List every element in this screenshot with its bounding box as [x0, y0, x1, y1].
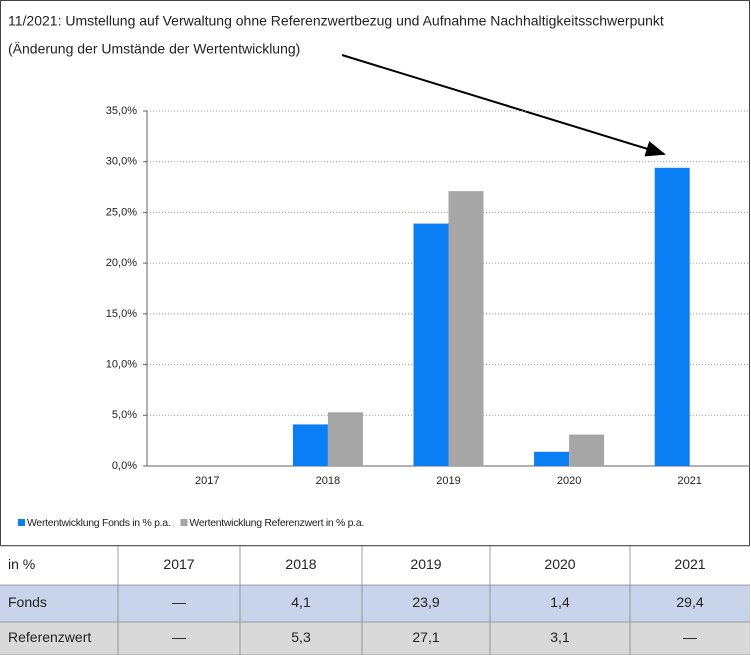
table-cell: 5,3 — [291, 629, 311, 645]
y-tick-label: 30,0% — [106, 156, 137, 168]
y-tick-label: 5,0% — [112, 409, 137, 421]
annotation: 11/2021: Umstellung auf Verwaltung ohne … — [8, 13, 664, 29]
table-cell: 23,9 — [412, 594, 439, 610]
y-tick-label: 20,0% — [106, 257, 137, 269]
table-cell: Fonds — [8, 594, 47, 610]
table-cell: — — [172, 594, 186, 610]
bar — [413, 223, 449, 466]
table-cell: — — [172, 629, 186, 645]
x-tick-label: 2020 — [557, 475, 581, 487]
legend-swatch — [18, 519, 25, 526]
table-cell: 2018 — [285, 556, 316, 572]
legend-label: Wertentwicklung Referenzwert in % p.a. — [189, 517, 364, 529]
chart-frame — [0, 0, 750, 546]
table-row — [0, 546, 750, 585]
table-cell: in % — [8, 556, 35, 572]
table-cell: 2019 — [410, 556, 441, 572]
x-tick-label: 2018 — [316, 475, 340, 487]
x-tick-label: 2021 — [677, 475, 701, 487]
table-cell: 27,1 — [412, 629, 439, 645]
table-cell: 29,4 — [676, 594, 703, 610]
y-tick-label: 0,0% — [112, 460, 137, 472]
annotation-arrow — [341, 54, 666, 157]
table-cell: Referenzwert — [8, 629, 91, 645]
table-cell: — — [683, 629, 697, 645]
table-cell: 2020 — [544, 556, 575, 572]
table-cell: 3,1 — [550, 629, 570, 645]
y-tick-label: 25,0% — [106, 206, 137, 218]
table-cell: 1,4 — [550, 594, 570, 610]
bar — [654, 167, 690, 467]
y-tick-label: 35,0% — [106, 105, 137, 117]
bar — [327, 412, 363, 466]
bar — [448, 191, 484, 466]
table-cell: 2021 — [674, 556, 705, 572]
legend-label: Wertentwicklung Fonds in % p.a. — [27, 517, 170, 529]
legend-swatch — [180, 519, 188, 526]
x-tick-label: 2017 — [195, 475, 219, 487]
table-row — [0, 585, 750, 622]
bar — [292, 424, 328, 466]
bar — [569, 434, 605, 466]
x-tick-label: 2019 — [436, 475, 460, 487]
y-tick-label: 10,0% — [106, 358, 137, 370]
table-row — [0, 622, 750, 655]
table-cell: 4,1 — [291, 594, 311, 610]
table-cell: 2017 — [163, 556, 194, 572]
annotation: (Änderung der Umstände der Wertentwicklu… — [8, 41, 300, 57]
bar — [534, 451, 570, 466]
y-tick-label: 15,0% — [106, 308, 137, 320]
